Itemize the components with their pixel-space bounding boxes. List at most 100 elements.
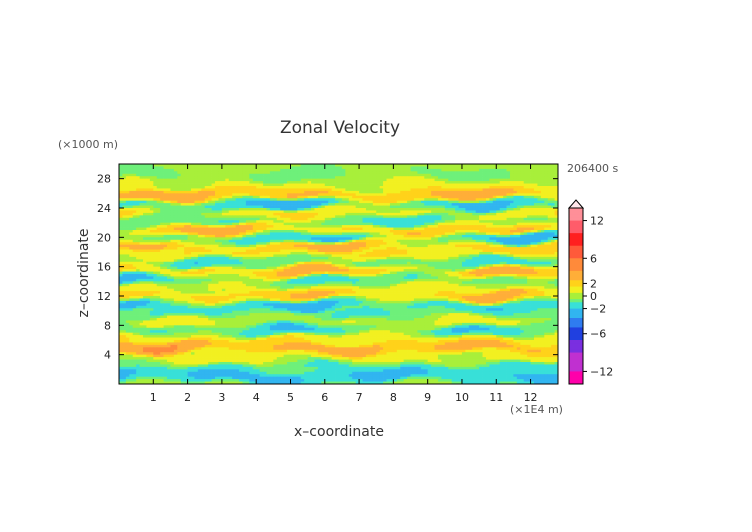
heatmap-cell: [451, 225, 456, 228]
heatmap-cell: [136, 212, 140, 216]
heatmap-cell: [485, 249, 490, 253]
heatmap-cell: [228, 220, 233, 224]
heatmap-cell: [191, 166, 195, 170]
heatmap-cell: [396, 178, 401, 182]
heatmap-cell: [492, 252, 497, 255]
heatmap-cell: [170, 247, 175, 250]
heatmap-cell: [287, 254, 291, 258]
heatmap-cell: [458, 193, 463, 197]
heatmap-cell: [554, 234, 559, 238]
heatmap-cell: [479, 242, 483, 246]
heatmap-cell: [211, 227, 216, 231]
heatmap-cell: [221, 252, 226, 255]
heatmap-cell: [129, 220, 134, 224]
heatmap-cell: [509, 247, 514, 250]
heatmap-cell: [427, 210, 432, 214]
heatmap-cell: [365, 242, 370, 246]
heatmap-cell: [400, 234, 405, 238]
heatmap-cell: [119, 190, 123, 194]
heatmap-cell: [125, 183, 130, 187]
heatmap-cell: [520, 222, 525, 226]
heatmap-cell: [215, 173, 219, 177]
heatmap-cell: [256, 225, 260, 228]
heatmap-cell: [317, 256, 322, 260]
heatmap-cell: [146, 176, 151, 180]
heatmap-cell: [338, 242, 343, 246]
heatmap-cell: [307, 230, 312, 233]
heatmap-cell: [520, 200, 525, 204]
heatmap-cell: [393, 188, 398, 192]
heatmap-cell: [167, 176, 171, 180]
heatmap-cell: [434, 256, 439, 260]
heatmap-cell: [163, 183, 168, 187]
heatmap-cell: [503, 215, 507, 219]
heatmap-cell: [554, 230, 559, 233]
heatmap-cell: [455, 176, 459, 180]
heatmap-cell: [335, 200, 339, 204]
heatmap-cell: [328, 164, 332, 167]
heatmap-cell: [393, 212, 398, 216]
heatmap-cell: [468, 205, 473, 209]
heatmap-cell: [365, 254, 370, 258]
heatmap-cell: [492, 247, 497, 250]
heatmap-cell: [242, 244, 247, 248]
heatmap-cell: [249, 205, 254, 209]
heatmap-cell: [437, 220, 442, 224]
heatmap-cell: [201, 190, 206, 194]
heatmap-cell: [328, 203, 332, 206]
heatmap-cell: [132, 249, 137, 253]
heatmap-cell: [180, 193, 185, 197]
heatmap-cell: [149, 254, 154, 258]
heatmap-cell: [413, 225, 418, 228]
heatmap-cell: [167, 208, 171, 211]
heatmap-cell: [379, 242, 384, 246]
heatmap-cell: [523, 173, 528, 177]
heatmap-cell: [492, 200, 497, 204]
heatmap-cell: [211, 193, 216, 197]
heatmap-cell: [527, 237, 531, 241]
heatmap-cell: [232, 232, 236, 236]
heatmap-cell: [420, 183, 425, 187]
heatmap-cell: [348, 168, 353, 172]
heatmap-cell: [475, 237, 480, 241]
heatmap-cell: [551, 254, 555, 258]
heatmap-cell: [516, 232, 521, 236]
heatmap-cell: [215, 200, 219, 204]
heatmap-cell: [287, 217, 291, 221]
heatmap-cell: [451, 183, 456, 187]
heatmap-cell: [472, 210, 477, 214]
heatmap-cell: [314, 220, 319, 224]
heatmap-cell: [283, 210, 288, 214]
heatmap-cell: [259, 203, 264, 206]
heatmap-cell: [153, 168, 158, 172]
heatmap-cell: [239, 205, 243, 209]
heatmap-cell: [509, 227, 514, 231]
heatmap-cell: [479, 181, 483, 184]
heatmap-cell: [499, 203, 504, 206]
heatmap-cell: [472, 205, 477, 209]
heatmap-cell: [177, 232, 182, 236]
heatmap-cell: [448, 249, 453, 253]
heatmap-cell: [424, 256, 429, 260]
heatmap-cell: [187, 203, 192, 206]
heatmap-cell: [280, 215, 284, 219]
heatmap-cell: [297, 178, 302, 182]
heatmap-cell: [191, 242, 195, 246]
heatmap-cell: [458, 178, 463, 182]
heatmap-cell: [410, 222, 415, 226]
heatmap-cell: [338, 200, 343, 204]
heatmap-cell: [554, 222, 559, 226]
heatmap-cell: [259, 252, 264, 255]
heatmap-cell: [513, 200, 518, 204]
heatmap-cell: [506, 195, 511, 199]
heatmap-cell: [245, 254, 250, 258]
heatmap-cell: [211, 249, 216, 253]
heatmap-cell: [177, 215, 182, 219]
heatmap-cell: [300, 176, 305, 180]
heatmap-cell: [242, 171, 247, 175]
heatmap-cell: [341, 205, 346, 209]
heatmap-cell: [516, 183, 521, 187]
heatmap-cell: [444, 208, 449, 211]
heatmap-cell: [482, 237, 487, 241]
heatmap-cell: [407, 227, 411, 231]
